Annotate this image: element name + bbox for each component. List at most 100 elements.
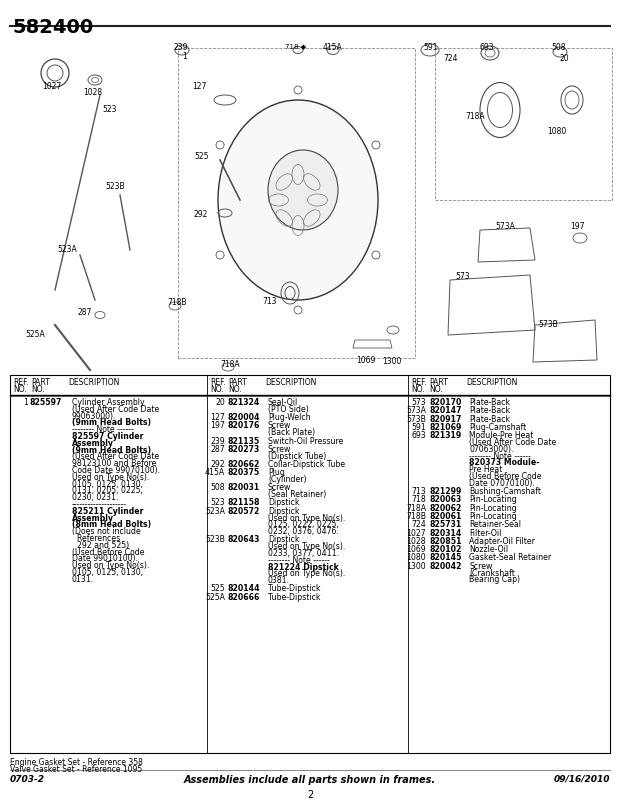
- Text: Plate-Back: Plate-Back: [469, 415, 510, 423]
- Text: (Does not include: (Does not include: [72, 527, 141, 537]
- Text: Valve Gasket Set - Reference 1095: Valve Gasket Set - Reference 1095: [10, 765, 142, 774]
- Text: 820147: 820147: [429, 407, 461, 415]
- Text: Engine Gasket Set - Reference 358: Engine Gasket Set - Reference 358: [10, 758, 143, 767]
- Text: 0233, 0377, 0411.: 0233, 0377, 0411.: [268, 549, 339, 558]
- Text: (8mm Head Bolts): (8mm Head Bolts): [72, 520, 151, 529]
- Text: 1027: 1027: [406, 529, 426, 537]
- Text: 820666: 820666: [228, 593, 260, 602]
- Text: 0230, 0231.: 0230, 0231.: [72, 493, 118, 502]
- Text: 820062: 820062: [429, 504, 461, 512]
- Text: 713: 713: [411, 487, 426, 496]
- Ellipse shape: [218, 100, 378, 300]
- Bar: [435, 48, 612, 200]
- Text: 591: 591: [423, 43, 438, 52]
- Text: 718 ◆: 718 ◆: [285, 43, 306, 49]
- Text: 821319: 821319: [429, 431, 461, 440]
- Text: Retainer-Seal: Retainer-Seal: [469, 520, 521, 529]
- Text: 415A: 415A: [205, 468, 225, 477]
- Text: Adapter-Oil Filter: Adapter-Oil Filter: [469, 537, 535, 546]
- Text: 821324: 821324: [228, 398, 260, 407]
- Text: -------- Note ------: -------- Note ------: [268, 556, 330, 565]
- Text: Used on Type No(s).: Used on Type No(s).: [268, 513, 345, 522]
- Text: 20: 20: [215, 398, 225, 407]
- Text: 582400: 582400: [12, 18, 93, 37]
- Text: Screw: Screw: [268, 484, 291, 492]
- Text: 820375: 820375: [228, 468, 260, 477]
- Text: 0105, 0125, 0130,: 0105, 0125, 0130,: [72, 480, 143, 488]
- Text: 573A: 573A: [406, 407, 426, 415]
- Text: Used on Type No(s).: Used on Type No(s).: [268, 542, 345, 551]
- Text: -------- Note ------: -------- Note ------: [72, 425, 134, 434]
- Text: 1069: 1069: [406, 545, 426, 554]
- Text: (Used After Code Date: (Used After Code Date: [72, 405, 159, 414]
- Text: 825211 Cylinder: 825211 Cylinder: [72, 507, 143, 516]
- Text: 820042: 820042: [429, 561, 461, 571]
- Text: 523: 523: [210, 498, 225, 508]
- Text: NO.: NO.: [228, 385, 242, 394]
- Text: 523A: 523A: [205, 507, 225, 516]
- Text: (9mm Head Bolts): (9mm Head Bolts): [72, 419, 151, 427]
- Text: 0105, 0125, 0130,: 0105, 0125, 0130,: [72, 568, 143, 577]
- Text: 1080: 1080: [406, 553, 426, 562]
- Text: 197: 197: [210, 421, 225, 431]
- Text: 821069: 821069: [429, 423, 461, 432]
- Text: 127: 127: [210, 413, 225, 422]
- Text: 825597: 825597: [30, 398, 63, 407]
- Text: (PTO Side): (PTO Side): [268, 405, 309, 414]
- Text: (9mm Head Bolts): (9mm Head Bolts): [72, 446, 151, 455]
- Text: 292: 292: [194, 210, 208, 219]
- Text: 508: 508: [210, 484, 225, 492]
- Text: 525: 525: [194, 152, 208, 161]
- Text: 525: 525: [210, 585, 225, 593]
- Bar: [178, 48, 415, 358]
- Text: Pin-Locating: Pin-Locating: [469, 504, 516, 512]
- Text: Seal-Oil: Seal-Oil: [268, 398, 298, 407]
- Text: 591: 591: [411, 423, 426, 432]
- Text: Screw: Screw: [469, 561, 492, 571]
- Text: NO.: NO.: [31, 385, 45, 394]
- Text: DESCRIPTION: DESCRIPTION: [466, 378, 517, 387]
- Text: Code Date 99070100).: Code Date 99070100).: [72, 466, 160, 475]
- Text: NO.: NO.: [13, 385, 27, 394]
- Text: 508: 508: [551, 43, 565, 52]
- Text: Assemblies include all parts shown in frames.: Assemblies include all parts shown in fr…: [184, 775, 436, 785]
- Text: 820031: 820031: [228, 484, 260, 492]
- Text: REF.: REF.: [411, 378, 427, 387]
- Text: Used on Type No(s).: Used on Type No(s).: [72, 561, 149, 570]
- Text: PART: PART: [429, 378, 448, 387]
- Text: 820917: 820917: [429, 415, 461, 423]
- Text: DESCRIPTION: DESCRIPTION: [265, 378, 316, 387]
- Text: Plug: Plug: [268, 468, 285, 477]
- Text: REF.: REF.: [210, 378, 226, 387]
- Text: 98123100 and Before: 98123100 and Before: [72, 460, 156, 468]
- Text: 1: 1: [182, 52, 187, 61]
- Text: REF.: REF.: [13, 378, 29, 387]
- Text: 820145: 820145: [429, 553, 461, 562]
- Text: Assembly: Assembly: [72, 513, 114, 523]
- Text: DESCRIPTION: DESCRIPTION: [68, 378, 120, 387]
- Text: 292 and 525): 292 and 525): [72, 541, 129, 550]
- Text: (Used Before Code: (Used Before Code: [469, 472, 541, 481]
- Text: Date 99010100).: Date 99010100).: [72, 554, 138, 563]
- Text: Dipstick: Dipstick: [268, 498, 299, 508]
- Text: 2: 2: [307, 790, 313, 800]
- Text: Dipstick: Dipstick: [268, 507, 299, 516]
- Text: 820662: 820662: [228, 460, 260, 469]
- Text: 523B: 523B: [205, 536, 225, 545]
- Text: 20: 20: [560, 54, 570, 63]
- Text: 573: 573: [455, 272, 469, 281]
- Text: 573: 573: [412, 398, 426, 407]
- Text: Tube-Dipstick: Tube-Dipstick: [268, 585, 321, 593]
- Text: -------- Note ------: -------- Note ------: [469, 452, 531, 460]
- Text: Collar-Dipstick Tube: Collar-Dipstick Tube: [268, 460, 345, 469]
- Text: 820144: 820144: [228, 585, 260, 593]
- Text: 820643: 820643: [228, 536, 260, 545]
- Text: Plate-Back: Plate-Back: [469, 407, 510, 415]
- Text: 1080: 1080: [547, 127, 566, 136]
- Text: 820314: 820314: [429, 529, 461, 537]
- Text: 287: 287: [78, 308, 92, 317]
- Text: 287: 287: [210, 445, 225, 454]
- Text: 821299: 821299: [429, 487, 461, 496]
- Text: 573B: 573B: [538, 320, 558, 329]
- Bar: [10, 375, 610, 753]
